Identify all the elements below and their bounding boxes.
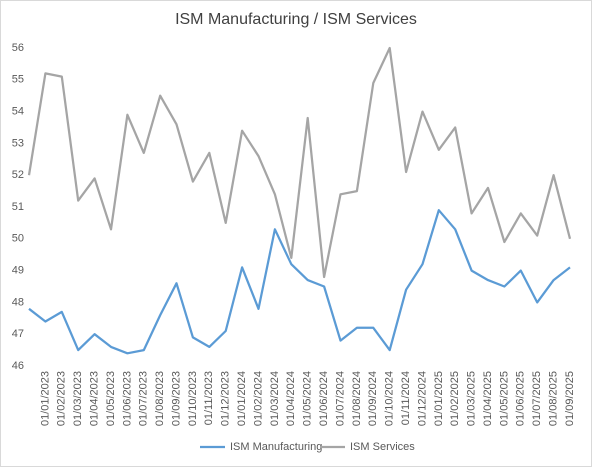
x-tick-label: 01/02/2024 [252,371,264,426]
x-tick-label: 01/05/2025 [498,371,510,426]
y-tick-label: 54 [12,106,24,118]
x-tick-label: 01/07/2024 [334,371,346,426]
series-line [27,46,572,279]
chart-title: ISM Manufacturing / ISM Services [175,11,417,28]
x-tick-label: 01/02/2025 [449,371,461,426]
x-tick-label: 01/09/2024 [367,371,379,426]
x-tick-label: 01/03/2023 [72,371,84,426]
x-tick-label: 01/11/2023 [203,371,215,425]
y-tick-label: 46 [12,360,24,372]
x-tick-label: 01/02/2023 [56,371,68,426]
y-tick-label: 55 [12,74,24,86]
y-tick-label: 56 [12,42,24,54]
x-tick-label: 01/09/2025 [564,371,576,426]
x-tick-label: 01/06/2024 [318,371,330,426]
x-tick-label: 01/01/2023 [39,371,51,426]
x-tick-label: 01/07/2023 [138,371,150,426]
x-tick-label: 01/10/2023 [187,371,199,426]
x-tick-label: 01/04/2025 [482,371,494,426]
x-tick-label: 01/10/2024 [384,371,396,426]
x-tick-label: 01/06/2025 [515,371,527,426]
x-tick-label: 01/03/2024 [269,371,281,426]
x-tick-label: 01/08/2025 [548,371,560,426]
x-tick-label: 01/06/2023 [121,371,133,426]
y-tick-label: 52 [12,169,24,181]
legend-label: ISM Services [350,441,415,453]
x-tick-label: 01/05/2024 [302,371,314,426]
y-tick-label: 47 [12,328,24,340]
x-tick-label: 01/12/2024 [416,371,428,426]
y-tick-label: 48 [12,296,24,308]
x-tick-label: 01/01/2025 [433,371,445,426]
y-tick-label: 51 [12,201,24,213]
y-tick-label: 49 [12,265,24,277]
x-tick-label: 01/04/2024 [285,371,297,426]
x-tick-label: 01/09/2023 [170,371,182,426]
y-tick-label: 53 [12,137,24,149]
x-tick-label: 01/01/2024 [236,371,248,426]
series-line [28,209,571,355]
x-tick-label: 01/08/2023 [154,371,166,426]
x-tick-label: 01/05/2023 [105,371,117,426]
x-tick-label: 01/12/2023 [220,371,232,426]
x-tick-label: 01/03/2025 [466,371,478,426]
x-tick-label: 01/08/2024 [351,371,363,426]
x-tick-label: 01/07/2025 [531,371,543,426]
x-tick-label: 01/04/2023 [88,371,100,426]
x-tick-label: 01/11/2024 [400,371,412,425]
y-tick-label: 50 [12,233,24,245]
legend-label: ISM Manufacturing [230,441,322,453]
